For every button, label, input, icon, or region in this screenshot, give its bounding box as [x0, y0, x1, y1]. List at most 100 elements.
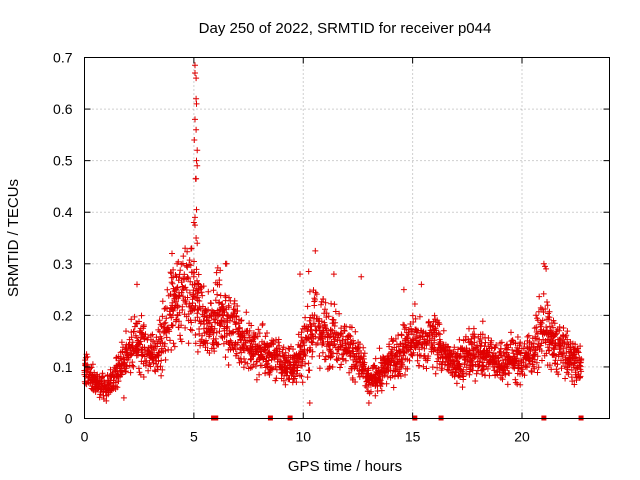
data-point [416, 362, 423, 369]
data-point [331, 340, 338, 347]
data-point [562, 375, 569, 382]
chart-title: Day 250 of 2022, SRMTID for receiver p04… [199, 20, 492, 37]
data-point [239, 344, 246, 351]
data-point [463, 370, 470, 377]
data-point [348, 324, 355, 331]
data-point [486, 372, 493, 379]
data-point [543, 350, 550, 357]
data-point [167, 337, 173, 344]
data-point [213, 269, 220, 276]
data-point [346, 332, 353, 339]
data-point [168, 279, 175, 286]
data-point [484, 365, 491, 372]
data-point [577, 373, 584, 380]
data-point [502, 371, 509, 378]
data-point [350, 337, 356, 344]
data-point [123, 363, 130, 370]
data-point-outlier [543, 265, 550, 272]
data-point [182, 324, 189, 331]
data-point [84, 353, 91, 360]
data-point [103, 397, 110, 404]
data-point [135, 347, 142, 354]
data-point [217, 322, 224, 329]
data-point [451, 344, 458, 351]
data-point [304, 303, 311, 310]
data-point [360, 344, 367, 351]
data-point [200, 283, 207, 290]
data-point-outlier [312, 247, 319, 254]
data-point [327, 326, 334, 333]
data-point [561, 340, 568, 347]
data-point [176, 309, 183, 316]
data-point [312, 333, 319, 340]
data-point [195, 280, 202, 287]
data-point [309, 339, 316, 346]
data-point [514, 381, 521, 388]
data-point [434, 364, 441, 371]
data-point [128, 351, 135, 358]
data-point [533, 312, 539, 319]
data-point [216, 277, 223, 284]
data-point-outlier [193, 157, 200, 164]
data-point [549, 338, 556, 345]
data-point [140, 374, 147, 380]
data-point [383, 380, 390, 387]
data-point [118, 371, 125, 378]
data-point [210, 287, 217, 294]
data-point [259, 320, 266, 327]
data-point [210, 316, 217, 322]
data-point [528, 369, 535, 375]
data-point [398, 332, 405, 339]
data-point [163, 315, 170, 322]
data-point [479, 371, 486, 378]
data-point [572, 341, 579, 348]
data-point [185, 275, 192, 282]
data-point [157, 363, 164, 370]
data-point [414, 357, 421, 364]
data-point [290, 346, 296, 353]
data-point [392, 335, 399, 342]
data-point [173, 298, 179, 305]
data-point-outlier [222, 260, 229, 267]
data-point [188, 319, 195, 326]
data-point [491, 344, 498, 351]
data-point [171, 343, 178, 350]
data-point [230, 329, 237, 336]
data-point [151, 340, 158, 346]
data-point [302, 314, 309, 321]
data-point [397, 364, 404, 371]
data-point [241, 334, 248, 341]
data-point [519, 366, 526, 373]
data-point [564, 328, 571, 335]
data-point [233, 313, 240, 319]
data-point [472, 378, 479, 384]
data-point [575, 349, 582, 356]
data-point [169, 280, 176, 287]
data-point [256, 330, 263, 337]
y-tick-label: 0.2 [53, 307, 73, 323]
data-point [135, 365, 142, 372]
data-point [127, 369, 134, 376]
y-tick-label: 0.4 [53, 204, 73, 220]
data-point [376, 345, 383, 352]
data-point [191, 306, 198, 313]
data-point [436, 321, 443, 328]
data-point [360, 355, 367, 362]
data-point [411, 301, 418, 307]
data-point [273, 375, 280, 382]
data-point [204, 340, 211, 347]
data-point [560, 345, 567, 352]
data-point [334, 350, 340, 357]
data-point [136, 318, 142, 325]
data-point [230, 306, 237, 313]
data-point [326, 363, 333, 370]
data-point [170, 340, 177, 347]
data-point [231, 297, 238, 304]
data-point [187, 262, 194, 269]
data-point [222, 354, 229, 361]
data-point [92, 388, 99, 395]
data-point [556, 336, 563, 343]
data-point-outlier [193, 100, 200, 107]
data-point [211, 348, 218, 355]
